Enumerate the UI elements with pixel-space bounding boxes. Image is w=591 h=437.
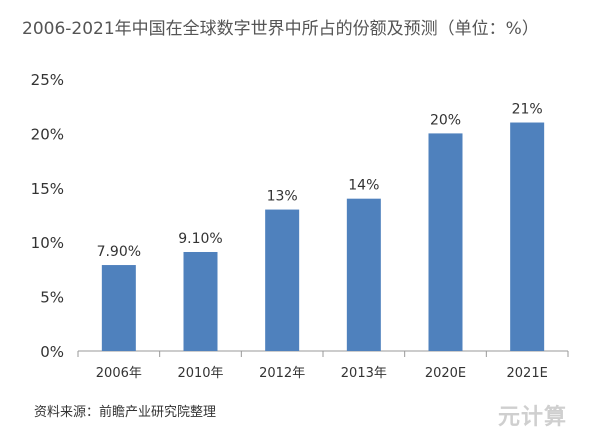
x-tick-label: 2013年 xyxy=(341,366,387,381)
x-tick-label: 2006年 xyxy=(96,366,142,381)
data-label: 9.10% xyxy=(178,231,222,247)
x-tick-label: 2012年 xyxy=(259,366,305,381)
bar xyxy=(346,198,381,351)
bar xyxy=(428,133,463,351)
source-note: 资料来源：前瞻产业研究院整理 xyxy=(34,404,216,420)
data-label: 13% xyxy=(267,189,298,205)
y-tick-label: 15% xyxy=(31,180,64,198)
x-axis: 2006年 2010年 2012年 2013年 2020E 2021E xyxy=(77,350,569,381)
data-label: 14% xyxy=(348,178,379,194)
data-label: 21% xyxy=(512,102,543,118)
bar xyxy=(510,122,545,352)
x-tick-label: 2021E xyxy=(507,366,548,381)
x-tick-label: 2010年 xyxy=(177,366,223,381)
y-tick-label: 20% xyxy=(31,125,64,143)
y-tick-label: 10% xyxy=(31,234,64,252)
data-label: 20% xyxy=(430,112,461,128)
y-axis: 0% 5% 10% 15% 20% 25% xyxy=(31,71,64,361)
chart-title: 2006-2021年中国在全球数字世界中所占的份额及预测（单位：%） xyxy=(22,19,539,39)
bars xyxy=(101,122,545,352)
x-tick-label: 2020E xyxy=(425,366,466,381)
data-labels: 7.90% 9.10% 13% 14% 20% 21% xyxy=(97,102,543,261)
bar xyxy=(265,209,300,351)
bar xyxy=(101,265,136,351)
y-tick-label: 25% xyxy=(31,71,64,89)
watermark-logo: 元计算 xyxy=(497,405,567,430)
bar xyxy=(183,251,218,351)
y-tick-label: 0% xyxy=(40,343,64,361)
data-label: 7.90% xyxy=(97,244,141,260)
y-tick-label: 5% xyxy=(40,289,64,307)
